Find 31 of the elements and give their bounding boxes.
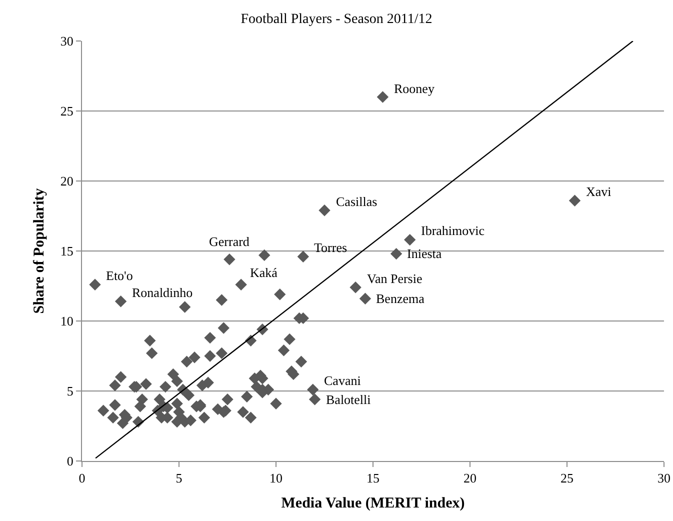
- annotation: Iniesta: [407, 246, 442, 261]
- annotation: Balotelli: [326, 392, 372, 407]
- y-tick-label: 25: [60, 104, 74, 119]
- y-tick-label: 0: [66, 454, 74, 469]
- annotation: Van Persie: [367, 271, 422, 286]
- x-tick-label: 15: [366, 470, 380, 486]
- annotation: Rooney: [394, 81, 435, 96]
- annotation: Benzema: [376, 291, 425, 306]
- y-tick-label: 30: [60, 34, 74, 49]
- annotation: Gerrard: [209, 234, 250, 249]
- x-tick-label: 10: [270, 470, 282, 486]
- annotation: Kaká: [250, 265, 278, 280]
- annotation: Eto'o: [106, 268, 133, 283]
- annotation: Torres: [314, 240, 348, 255]
- annotation: Ibrahimovic: [421, 223, 485, 238]
- y-tick-label: 15: [60, 244, 74, 259]
- x-tick-label: 25: [560, 470, 574, 486]
- y-tick-label: 10: [60, 314, 74, 329]
- x-tick-label: 20: [464, 470, 476, 486]
- y-tick-label: 20: [60, 174, 74, 189]
- x-tick-label: 30: [658, 470, 670, 486]
- x-axis-title: Media Value (MERIT index): [281, 496, 465, 512]
- annotation: Ronaldinho: [132, 285, 193, 300]
- x-tick-label: 0: [78, 470, 86, 486]
- y-axis-title: Share of Popularity: [32, 188, 48, 314]
- annotation: Cavani: [324, 373, 362, 388]
- annotation: Xavi: [586, 184, 612, 199]
- x-tick-label: 5: [176, 470, 182, 486]
- y-tick-label: 5: [66, 384, 74, 399]
- annotation: Casillas: [336, 194, 378, 209]
- chart-title: Football Players - Season 2011/12: [240, 12, 432, 27]
